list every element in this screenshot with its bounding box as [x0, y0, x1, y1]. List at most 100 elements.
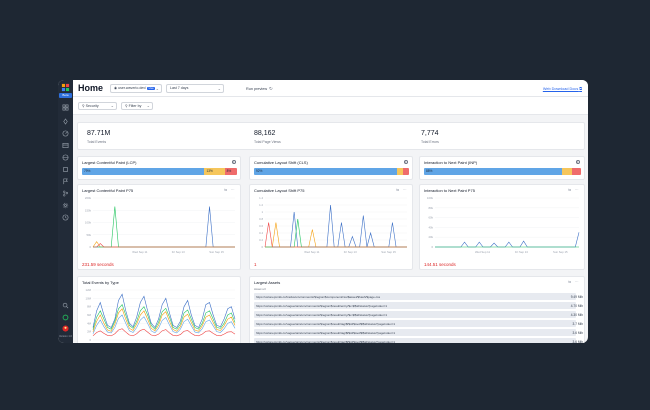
- bar-segment-0: 88%: [424, 168, 563, 175]
- asset-size: 4.30 Mib: [570, 312, 583, 317]
- info-icon[interactable]: i: [575, 159, 580, 164]
- y-tick-label: 0.4: [259, 231, 263, 235]
- lcp-p75-card: Largest Contentful Paint P75 ⇆ ⋯ 200k 150…: [77, 184, 241, 270]
- y-tick-label: 1.2: [259, 203, 263, 207]
- site-tag: Live: [147, 85, 156, 91]
- inp-card: Interaction to Next Paint (INP) i 88%: [419, 156, 585, 180]
- bar-segment-2: 8%: [224, 168, 237, 175]
- flag-icon[interactable]: [62, 178, 69, 185]
- bar-segment-0: 79%: [82, 168, 205, 175]
- series-line-2: [92, 308, 236, 332]
- security-filter-label: Security: [85, 104, 99, 108]
- refresh-icon[interactable]: ↻: [269, 86, 273, 91]
- status-icon[interactable]: [62, 314, 69, 321]
- asset-url: https://uxlonepxmtk.cc/vaguertain/enviro…: [256, 330, 396, 335]
- asset-row[interactable]: https://uxlonepxmtk.cc/vaguertain/enviro…: [254, 320, 583, 327]
- cls-p75-title: Cumulative Layout Shift P75: [254, 188, 305, 193]
- app-window: Beta Version 1.0 Home ◉ user.waverio.dev…: [58, 80, 588, 343]
- asset-size: 3.6 Mib: [572, 330, 583, 335]
- cls-p75-chart: 1.4 1.2 1 0.8 0.6 0.4 0.2 0 Wed Sep 11 Fri Sep 13…: [259, 196, 407, 254]
- globe-icon[interactable]: [62, 154, 69, 161]
- cls-p75-card: Cumulative Layout Shift P75 ⇆ ⋯ 1.4 1.2 1 0…: [249, 184, 413, 270]
- chevron-down-icon: ⌄: [155, 86, 159, 91]
- asset-url: https://uxlonepxmtk.cc/vaguertain/enviro…: [256, 321, 396, 326]
- table-icon[interactable]: [62, 142, 69, 149]
- asset-size: 3.6 Mib: [572, 339, 583, 344]
- beta-badge: Beta: [59, 93, 72, 98]
- x-tick-label: Fri Sep 13: [172, 250, 185, 254]
- bar-segment-1: [396, 168, 403, 175]
- chevron-down-icon: ⌄: [110, 103, 114, 108]
- y-tick-label: 8M: [87, 305, 92, 309]
- site-selector[interactable]: ◉ user.waverio.dev/Live ⌄: [110, 84, 162, 93]
- chart-tools-icon[interactable]: ⇆ ⋯: [396, 187, 408, 192]
- y-tick-label: 10M: [86, 296, 92, 300]
- x-tick-label: Wed Sep 11: [132, 250, 148, 254]
- asset-row[interactable]: https://uxlonepxmtk.cc/vaguertain/enviro…: [254, 338, 583, 344]
- y-tick-label: 1: [261, 210, 263, 214]
- y-tick-label: 2M: [87, 330, 92, 334]
- total-events-label: Total Events: [87, 140, 107, 144]
- history-icon[interactable]: [62, 214, 69, 221]
- download-docs-link[interactable]: Web Download Docs ⧉: [543, 87, 582, 91]
- info-icon[interactable]: i: [231, 159, 236, 164]
- chart-tools-icon[interactable]: ⇆ ⋯: [224, 187, 236, 192]
- inp-p75-card: Interaction to Next Paint P75 ⇆ ⋯ 100k 80…: [419, 184, 585, 270]
- download-docs-label: Web Download Docs: [542, 86, 579, 91]
- asset-url: https://uxlonepxmtk.cc/tracks/environmen…: [256, 294, 381, 299]
- asset-url: https://uxlonepxmtk.cc/vaguertain/enviro…: [256, 339, 396, 344]
- box-icon[interactable]: [62, 166, 69, 173]
- asset-row[interactable]: https://uxlonepxmtk.cc/vaguertain/enviro…: [254, 311, 583, 318]
- x-tick-label: Wed Sep 11: [304, 250, 320, 254]
- settings-icon[interactable]: [62, 202, 69, 209]
- inp-p75-chart: 100k 80k 60k 40k 20k 0 Wed Sep 11 Fri Sep 13 Sun…: [427, 196, 580, 254]
- logo-icon[interactable]: [61, 83, 70, 92]
- run-preview-label[interactable]: Run preview: [246, 86, 268, 91]
- asset-row[interactable]: https://uxlonepxmtk.cc/vaguertain/enviro…: [254, 329, 583, 336]
- y-tick-label: 200k: [85, 196, 92, 200]
- asset-url: https://uxlonepxmtk.cc/vaguertain/enviro…: [256, 303, 387, 308]
- asset-row[interactable]: https://uxlonepxmtk.cc/vaguertain/enviro…: [254, 302, 583, 309]
- y-tick-label: 4M: [87, 321, 92, 325]
- date-range-select[interactable]: Last 7 days ⌄: [166, 84, 224, 93]
- chevron-down-icon: ⌄: [146, 103, 150, 108]
- bar-segment-2: [402, 168, 409, 175]
- y-tick-label: 40k: [428, 225, 433, 229]
- inp-p75-value: 144.51 seconds: [424, 262, 456, 267]
- filter-by-label: Filter by: [128, 104, 142, 108]
- search-icon[interactable]: [62, 302, 69, 309]
- total-page-views-label: Total Page Views: [254, 140, 281, 144]
- largest-assets-card: Largest Assets ⇆ ⋯ Asset url https://uxl…: [249, 276, 585, 343]
- cls-title: Cumulative Layout Shift (CLS): [254, 160, 308, 165]
- bar-segment-1: 13%: [204, 168, 225, 175]
- asset-size: 4.70 Mib: [570, 303, 583, 308]
- y-tick-label: 50k: [86, 233, 91, 237]
- gauge-icon[interactable]: [62, 130, 69, 137]
- total-page-views-value: 88,162: [254, 130, 276, 137]
- grid-icon[interactable]: [62, 104, 69, 111]
- info-icon[interactable]: i: [403, 159, 408, 164]
- filter-by-button[interactable]: ⚲ Filter by ⌄: [121, 102, 153, 110]
- series-line-3: [264, 222, 407, 248]
- assets-tools-icon[interactable]: ⇆ ⋯: [568, 279, 580, 284]
- y-tick-label: 0: [89, 338, 91, 342]
- inp-p75-title: Interaction to Next Paint P75: [424, 188, 475, 193]
- page-title: Home: [78, 83, 104, 93]
- rocket-icon[interactable]: [62, 118, 69, 125]
- x-tick-label: Sun Sep 15: [209, 250, 224, 254]
- lcp-card: Largest Contentful Paint (LCP) i 79% 13% 8…: [77, 156, 241, 180]
- y-tick-label: 12M: [86, 288, 92, 292]
- chart-tools-icon[interactable]: ⇆ ⋯: [568, 187, 580, 192]
- series-line-3: [93, 243, 235, 248]
- series-line-1: [92, 241, 235, 248]
- sidebar-nav: Beta Version 1.0: [58, 80, 73, 343]
- bar-segment-2: [571, 168, 581, 175]
- asset-row[interactable]: https://uxlonepxmtk.cc/tracks/environmen…: [254, 293, 583, 300]
- lcp-bar: 79% 13% 8%: [82, 168, 237, 175]
- avatar[interactable]: [62, 325, 69, 332]
- y-tick-label: 80k: [428, 206, 433, 210]
- x-tick-label: Wed Sep 11: [475, 250, 491, 254]
- git-icon[interactable]: [62, 190, 69, 197]
- security-filter[interactable]: ⚲ Security ⌄: [78, 102, 117, 110]
- cls-card: Cumulative Layout Shift (CLS) i 92%: [249, 156, 413, 180]
